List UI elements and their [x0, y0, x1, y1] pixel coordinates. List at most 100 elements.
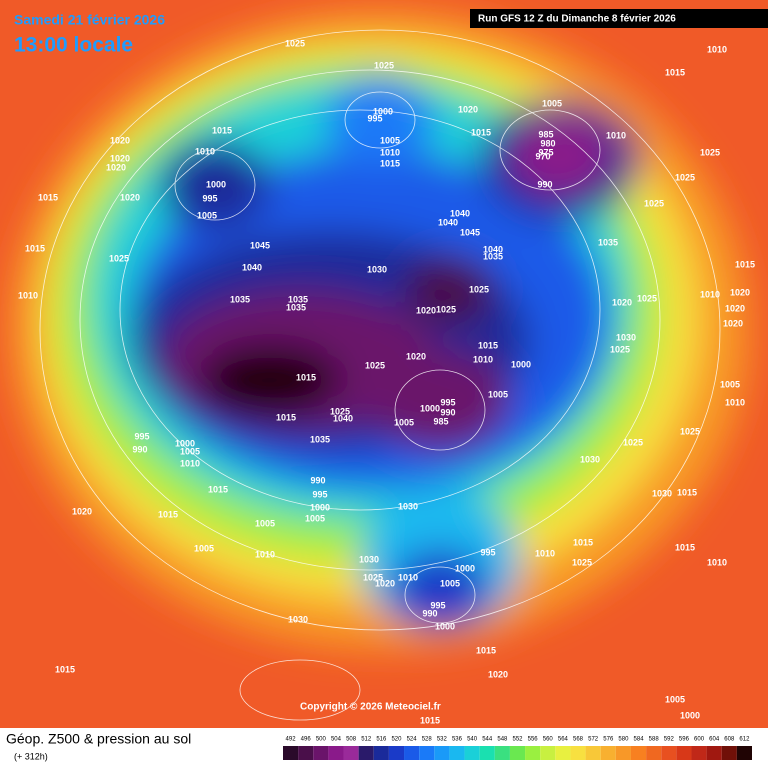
scale-label: 516 [376, 737, 387, 743]
pressure-label: 1040 [438, 217, 458, 227]
pressure-label: 1010 [180, 458, 200, 468]
scale-label: 572 [588, 737, 599, 743]
pressure-label: 1030 [398, 501, 418, 511]
pressure-label: 1010 [707, 557, 727, 567]
pressure-label: 1010 [195, 146, 215, 156]
pressure-label: 1010 [725, 397, 745, 407]
scale-label: 584 [634, 737, 645, 743]
scale-label: 524 [407, 737, 418, 743]
scale-label: 500 [316, 737, 327, 743]
scale-swatch [509, 746, 526, 760]
valid-time: Samedi 21 février 2026 [14, 12, 165, 28]
scale-label: 496 [301, 737, 312, 743]
scale-swatch [630, 746, 647, 760]
scale-swatch [343, 746, 359, 760]
pressure-label: 990 [310, 475, 325, 485]
pressure-label: 1015 [677, 487, 697, 497]
pressure-label: 1020 [72, 506, 92, 516]
pressure-label: 1010 [380, 147, 400, 157]
pressure-label: 1010 [255, 549, 275, 559]
pressure-label: 1020 [458, 104, 478, 114]
scale-swatch [600, 746, 616, 760]
pressure-label: 990 [440, 407, 455, 417]
pressure-label: 990 [422, 608, 437, 618]
scale-label: 552 [512, 737, 523, 743]
scale-label: 568 [573, 737, 584, 743]
run-info: Run GFS 12 Z du Dimanche 8 février 2026 [478, 14, 676, 25]
pressure-label: 1000 [175, 438, 195, 448]
pressure-label: 995 [367, 113, 382, 123]
scale-label: 532 [437, 737, 448, 743]
scale-swatch [540, 746, 556, 760]
scale-swatch [479, 746, 495, 760]
pressure-label: 1030 [367, 264, 387, 274]
pressure-label: 1005 [394, 417, 414, 427]
pressure-label: 1025 [363, 572, 383, 582]
scale-label: 548 [497, 737, 508, 743]
pressure-label: 1015 [675, 542, 695, 552]
pressure-label: 1025 [436, 304, 456, 314]
pressure-label: 1030 [580, 454, 600, 464]
pressure-label: 1005 [180, 446, 200, 456]
pressure-label: 1030 [288, 614, 308, 624]
scale-label: 540 [467, 737, 478, 743]
pressure-label: 1005 [720, 379, 740, 389]
scale-label: 536 [452, 737, 463, 743]
copyright: Copyright © 2026 Meteociel.fr [300, 702, 441, 713]
pressure-label: 990 [132, 444, 147, 454]
scale-label: 560 [543, 737, 554, 743]
pressure-label: 1000 [680, 710, 700, 720]
pressure-label: 1015 [471, 127, 491, 137]
pressure-label: 1025 [675, 172, 695, 182]
scale-swatch [676, 746, 692, 760]
color-scale: 492 496 500 504 508 512 516 520 524 528 532 536 540 5… [283, 737, 752, 760]
pressure-label: 1010 [707, 44, 727, 54]
scale-swatch [555, 746, 571, 760]
pressure-label: 1010 [535, 548, 555, 558]
pressure-label: 995 [480, 547, 495, 557]
scale-swatch [419, 746, 435, 760]
pressure-label: 1020 [106, 162, 126, 172]
pressure-label: 1010 [700, 289, 720, 299]
pressure-label: 1015 [212, 125, 232, 135]
pressure-label: 1040 [333, 413, 353, 423]
scale-swatch [434, 746, 450, 760]
pressure-label: 1045 [250, 240, 270, 250]
pressure-label: 985 [538, 129, 553, 139]
scale-label: 504 [331, 737, 342, 743]
pressure-label: 1005 [380, 135, 400, 145]
pressure-label: 1015 [158, 509, 178, 519]
scale-swatch [298, 746, 314, 760]
pressure-label: 980 [540, 138, 555, 148]
scale-swatch [373, 746, 389, 760]
scale-swatch [661, 746, 677, 760]
pressure-label: 1035 [286, 302, 306, 312]
scale-label: 592 [664, 737, 675, 743]
pressure-label: 1025 [700, 147, 720, 157]
pressure-label: 1030 [359, 554, 379, 564]
pressure-label: 1010 [18, 290, 38, 300]
pressure-label: 1015 [420, 715, 440, 725]
pressure-label: 1015 [478, 340, 498, 350]
scale-label: 576 [603, 737, 614, 743]
pressure-label: 1000 [373, 106, 393, 116]
pressure-label: 995 [430, 600, 445, 610]
pressure-label: 1000 [511, 359, 531, 369]
pressure-label: 1000 [310, 502, 330, 512]
pressure-label: 1045 [460, 227, 480, 237]
pressure-label: 1025 [623, 437, 643, 447]
pressure-label: 1040 [242, 262, 262, 272]
local-time: 13:00 locale [14, 34, 133, 57]
scale-swatch [570, 746, 586, 760]
scale-swatch [646, 746, 662, 760]
pressure-label: 1020 [416, 305, 436, 315]
pressure-label: 1030 [652, 488, 672, 498]
pressure-label: 1000 [455, 563, 475, 573]
scale-swatch [615, 746, 631, 760]
pressure-label: 1040 [483, 244, 503, 254]
pressure-label: 1020 [723, 318, 743, 328]
pressure-label: 1020 [120, 192, 140, 202]
pressure-label: 995 [134, 431, 149, 441]
pressure-label: 1025 [644, 198, 664, 208]
